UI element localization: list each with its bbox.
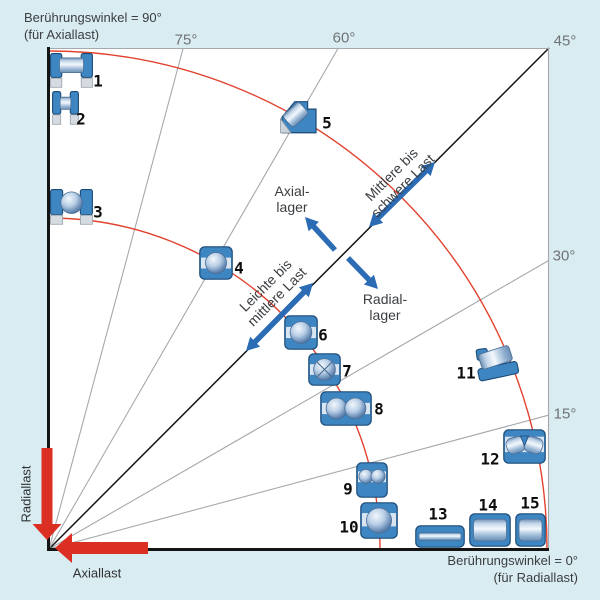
title-90-line2: (für Axiallast) xyxy=(24,27,100,42)
title-0-line1: Berührungswinkel = 0° xyxy=(447,553,578,568)
bearing-number-7: 7 xyxy=(342,361,352,381)
title-contact-angle-90: Berührungswinkel = 90° (für Axiallast) xyxy=(24,9,162,43)
bearing-number-14: 14 xyxy=(478,495,498,515)
bearing-number-8: 8 xyxy=(374,399,384,419)
angle-line-75 xyxy=(48,47,184,550)
bearing-icon-9 xyxy=(356,462,388,498)
axial-load-axis-label: Axiallast xyxy=(72,565,122,581)
radial-load-arrow xyxy=(32,448,62,540)
title-0-line2: (für Radiallast) xyxy=(493,570,578,585)
radial-bearing-label-line1: Radial- xyxy=(362,291,408,307)
bearing-number-15: 15 xyxy=(520,493,540,513)
axial-bearing-label-line2: lager xyxy=(276,199,308,215)
angle-label-60: 60° xyxy=(332,29,356,47)
bearing-number-3: 3 xyxy=(93,202,103,222)
bearing-number-10: 10 xyxy=(339,517,359,537)
bearing-icon-14 xyxy=(469,513,511,547)
bearing-number-2: 2 xyxy=(76,109,86,129)
title-90-line1: Berührungswinkel = 90° xyxy=(24,10,162,25)
angle-label-15: 15° xyxy=(553,405,577,423)
medium-heavy-load-arrow xyxy=(369,162,435,227)
radial-load-axis-label: Radiallast xyxy=(18,465,34,523)
bearing-number-12: 12 xyxy=(480,449,500,469)
bearing-number-4: 4 xyxy=(234,258,244,278)
axial-bearing-label: Axial- lager xyxy=(274,183,309,215)
angle-label-30: 30° xyxy=(552,247,576,265)
bearing-icon-10 xyxy=(360,501,398,539)
radial-bearing-label-line2: lager xyxy=(369,307,401,323)
bearing-icon-6 xyxy=(284,314,318,350)
angle-line-15 xyxy=(48,414,549,550)
bearing-icon-8 xyxy=(320,390,372,426)
bearing-icon-1 xyxy=(49,52,93,88)
radial-bearing-arrow xyxy=(346,256,378,289)
axial-bearing-arrow xyxy=(305,217,337,252)
bearing-number-6: 6 xyxy=(318,325,328,345)
title-contact-angle-0: Berührungswinkel = 0° (für Radiallast) xyxy=(447,552,578,586)
bearing-icon-3 xyxy=(49,189,93,225)
axial-load-arrow xyxy=(55,533,148,563)
axial-bearing-label-line1: Axial- xyxy=(274,183,310,199)
bearing-icon-12 xyxy=(502,428,546,464)
bearing-icon-11 xyxy=(474,342,521,383)
angle-line-30 xyxy=(48,260,549,550)
bearing-number-13: 13 xyxy=(428,504,448,524)
bearing-icon-15 xyxy=(514,513,546,547)
bearing-number-11: 11 xyxy=(456,363,476,383)
bearing-icon-2 xyxy=(51,91,79,125)
light-medium-load-arrow xyxy=(246,283,313,351)
bearing-icon-5 xyxy=(278,98,318,135)
bearing-icon-4 xyxy=(199,246,233,280)
bearing-number-1: 1 xyxy=(93,71,103,91)
angle-label-45: 45° xyxy=(553,32,577,50)
bearing-number-5: 5 xyxy=(322,113,332,133)
radial-bearing-label: Radial- lager xyxy=(363,291,407,323)
bearing-number-9: 9 xyxy=(343,479,353,499)
bearing-icon-7 xyxy=(307,352,341,386)
angle-label-75: 75° xyxy=(174,31,198,49)
bearing-icon-13 xyxy=(415,524,465,548)
